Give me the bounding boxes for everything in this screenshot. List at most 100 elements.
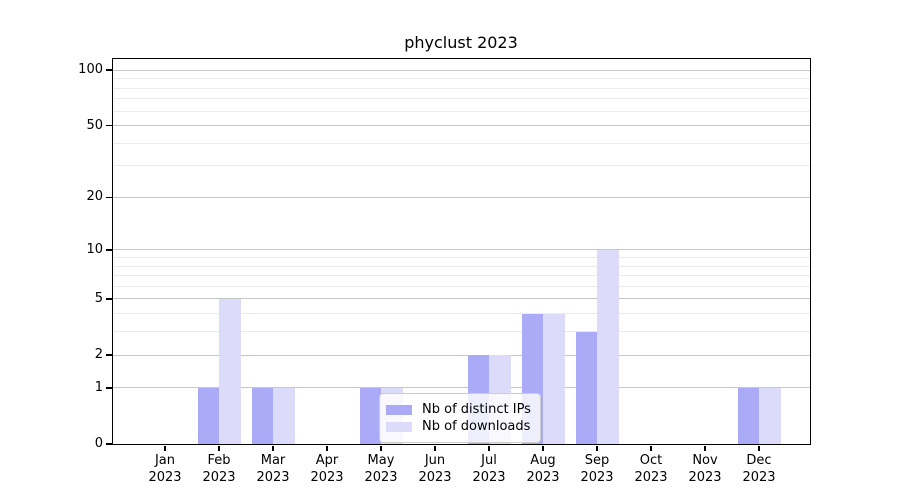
minor-gridline [113,275,810,277]
x-tick [758,445,760,451]
legend-label-distinct-ips: Nb of distinct IPs [422,402,531,417]
major-gridline [113,196,810,198]
minor-gridline [113,285,810,287]
legend-swatch-downloads [386,421,412,432]
x-tick-label: Oct 2023 [621,453,681,486]
x-tick-label-year: 2023 [742,469,776,485]
x-tick-label-month: Sep [584,453,610,468]
y-tick [105,249,112,251]
major-gridline [113,69,810,71]
minor-gridline [113,165,810,167]
x-tick-label: Jan 2023 [135,453,195,486]
plot-area: 0 1 2 5 10 20 50 100 Jan 2023 Feb 2023 Mar 2023 Apr 202… [78,58,811,485]
x-tick [704,445,706,451]
x-tick-label-year: 2023 [472,469,506,485]
x-tick-label-month: Oct [639,453,663,468]
minor-gridline [113,142,810,144]
x-tick-label-year: 2023 [364,469,398,485]
y-tick-label: 50 [86,117,103,133]
x-tick-label: Dec 2023 [729,453,789,486]
x-tick-label: Apr 2023 [297,453,357,486]
x-tick-label-year: 2023 [418,469,452,485]
x-tick [380,445,382,451]
chart-title: phyclust 2023 [404,33,518,52]
bar-nb-of-distinct-ips-feb [197,387,219,444]
bar-nb-of-distinct-ips-mar [251,387,273,444]
x-tick-label-month: Dec [746,453,772,468]
x-tick [542,445,544,451]
x-tick-label-month: Jun [424,453,446,468]
y-tick-label: 10 [86,241,103,257]
minor-gridline [113,256,810,258]
bar-nb-of-downloads-feb [219,298,241,444]
x-tick-label-month: Mar [260,453,286,468]
x-tick-label-month: Feb [207,453,231,468]
major-gridline [113,387,810,389]
x-tick-label: May 2023 [351,453,411,486]
x-tick-label: Aug 2023 [513,453,573,486]
x-tick-label-year: 2023 [688,469,722,485]
y-tick-label: 2 [94,347,103,362]
x-tick-label-month: Apr [315,453,339,468]
legend-label-downloads: Nb of downloads [422,419,531,434]
y-tick-label: 20 [86,189,103,205]
x-tick-label-year: 2023 [526,469,560,485]
minor-gridline [113,313,810,315]
x-tick [434,445,436,451]
major-gridline [113,354,810,356]
x-tick [488,445,490,451]
x-tick-label-year: 2023 [256,469,290,485]
x-tick [596,445,598,451]
x-tick [650,445,652,451]
x-tick [272,445,274,451]
bar-nb-of-downloads-sep [597,249,619,444]
legend-item-downloads: Nb of downloads [386,419,531,434]
x-tick-label-month: Aug [530,453,556,468]
bar-nb-of-distinct-ips-sep [575,331,597,444]
x-tick-label-month: Nov [692,453,718,468]
x-tick-label-year: 2023 [580,469,614,485]
x-tick [326,445,328,451]
x-tick-label-month: Jan [154,453,176,468]
x-tick-label: Nov 2023 [675,453,735,486]
bar-nb-of-distinct-ips-may [359,387,381,444]
x-tick-label-year: 2023 [634,469,668,485]
y-tick [105,443,112,445]
y-tick [105,354,112,356]
x-tick-label: Jul 2023 [459,453,519,486]
major-gridline [113,249,810,251]
legend: Nb of distinct IPs Nb of downloads [379,393,541,443]
minor-gridline [113,78,810,80]
y-tick-label: 100 [78,62,103,78]
x-tick [218,445,220,451]
y-tick [105,387,112,389]
minor-gridline [113,87,810,89]
legend-item-distinct-ips: Nb of distinct IPs [386,402,531,417]
bar-nb-of-downloads-mar [273,387,295,444]
bar-nb-of-distinct-ips-dec [737,387,759,444]
major-gridline [113,298,810,300]
x-tick-label-year: 2023 [148,469,182,485]
major-gridline [113,125,810,127]
x-tick [164,445,166,451]
y-tick [105,69,112,71]
bar-nb-of-downloads-dec [759,387,781,444]
legend-swatch-distinct-ips [386,404,412,415]
y-tick-label: 1 [94,379,103,395]
minor-gridline [113,265,810,267]
x-tick-label: Mar 2023 [243,453,303,486]
x-tick-label-month: May [367,453,395,468]
y-tick [105,196,112,199]
y-tick [105,124,112,127]
x-tick-label: Feb 2023 [189,453,249,486]
y-tick-label: 0 [94,436,103,451]
y-tick [105,298,112,300]
minor-gridline [113,98,810,100]
x-tick-label: Jun 2023 [405,453,465,486]
minor-gridline [113,331,810,333]
x-tick-label-year: 2023 [310,469,344,485]
bar-nb-of-downloads-aug [543,313,565,444]
minor-gridline [113,110,810,112]
x-tick-label-month: Jul [481,453,497,468]
